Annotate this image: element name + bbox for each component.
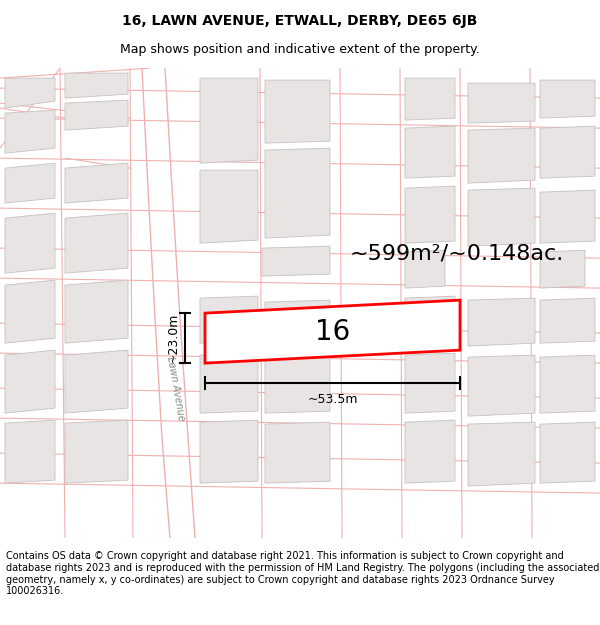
Polygon shape <box>200 170 258 243</box>
Polygon shape <box>200 353 258 413</box>
Polygon shape <box>265 422 330 483</box>
Text: ~53.5m: ~53.5m <box>307 392 358 406</box>
Polygon shape <box>265 148 330 238</box>
Polygon shape <box>65 213 128 273</box>
Polygon shape <box>262 246 330 276</box>
Polygon shape <box>265 300 330 343</box>
Polygon shape <box>65 100 128 130</box>
Polygon shape <box>5 420 55 483</box>
Polygon shape <box>405 420 455 483</box>
Polygon shape <box>540 298 595 343</box>
Polygon shape <box>5 213 55 273</box>
Polygon shape <box>5 280 55 343</box>
Polygon shape <box>5 110 55 153</box>
Polygon shape <box>540 250 585 288</box>
Polygon shape <box>205 300 460 363</box>
Polygon shape <box>265 80 330 143</box>
Polygon shape <box>468 188 535 246</box>
Polygon shape <box>5 350 55 413</box>
Polygon shape <box>405 126 455 178</box>
Polygon shape <box>265 355 330 413</box>
Polygon shape <box>405 296 455 343</box>
Text: ~599m²/~0.148ac.: ~599m²/~0.148ac. <box>350 243 564 263</box>
Polygon shape <box>468 355 535 416</box>
Text: 16: 16 <box>315 318 350 346</box>
Polygon shape <box>65 350 128 413</box>
Polygon shape <box>65 163 128 203</box>
Text: Contains OS data © Crown copyright and database right 2021. This information is : Contains OS data © Crown copyright and d… <box>6 551 599 596</box>
Polygon shape <box>468 422 535 486</box>
Polygon shape <box>5 78 55 108</box>
Polygon shape <box>468 298 535 346</box>
Text: ~23.0m: ~23.0m <box>167 313 179 363</box>
Text: Lawn Avenue: Lawn Avenue <box>166 355 187 421</box>
Polygon shape <box>468 83 535 123</box>
Polygon shape <box>405 186 455 243</box>
Polygon shape <box>65 73 128 98</box>
Polygon shape <box>468 128 535 183</box>
Text: Map shows position and indicative extent of the property.: Map shows position and indicative extent… <box>120 44 480 56</box>
Polygon shape <box>540 80 595 118</box>
Polygon shape <box>405 78 455 120</box>
Polygon shape <box>540 126 595 178</box>
Polygon shape <box>405 353 455 413</box>
Polygon shape <box>405 250 445 288</box>
Polygon shape <box>5 163 55 203</box>
Polygon shape <box>200 78 258 163</box>
Polygon shape <box>540 422 595 483</box>
Polygon shape <box>540 355 595 413</box>
Polygon shape <box>65 280 128 343</box>
Polygon shape <box>200 420 258 483</box>
Polygon shape <box>540 190 595 243</box>
Text: 16, LAWN AVENUE, ETWALL, DERBY, DE65 6JB: 16, LAWN AVENUE, ETWALL, DERBY, DE65 6JB <box>122 14 478 28</box>
Polygon shape <box>65 420 128 483</box>
Polygon shape <box>200 296 258 343</box>
